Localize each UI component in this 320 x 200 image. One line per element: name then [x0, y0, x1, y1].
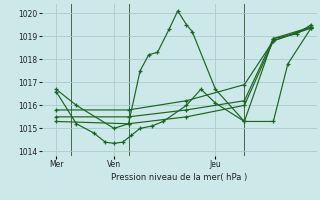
X-axis label: Pression niveau de la mer( hPa ): Pression niveau de la mer( hPa ) — [111, 173, 247, 182]
